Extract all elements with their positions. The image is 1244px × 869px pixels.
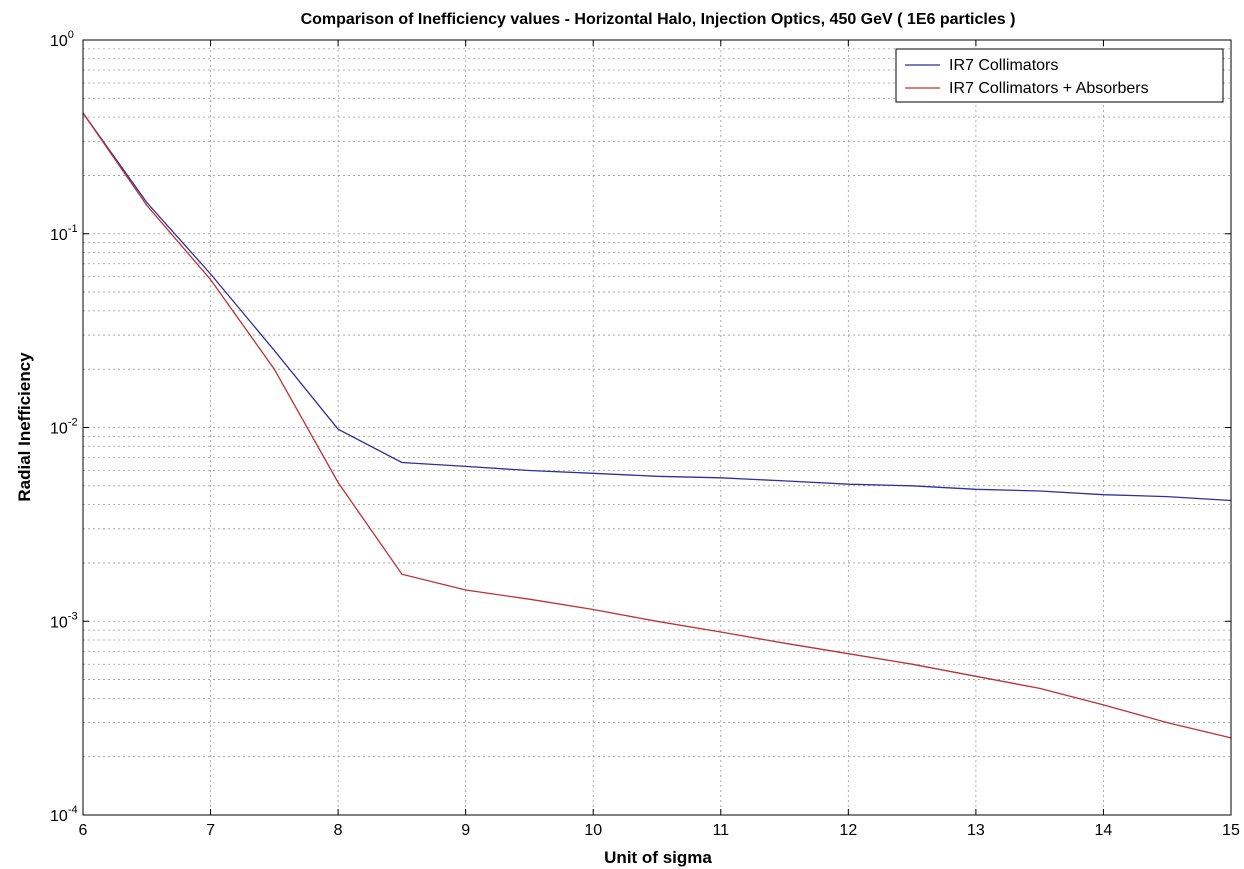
series-line-1	[82, 112, 1232, 502]
chart-title: Comparison of Inefficiency values - Hori…	[301, 11, 1016, 28]
x-tick-label: 15	[1222, 822, 1240, 839]
legend-box	[895, 48, 1224, 103]
x-tick-label: 13	[967, 822, 985, 839]
legend-label-1: IR7 Collimators	[949, 57, 1058, 74]
series-line-2	[82, 112, 1232, 739]
legend: IR7 Collimators IR7 Collimators + Absorbe…	[895, 48, 1224, 103]
y-axis-label: Radial Inefficiency	[15, 352, 34, 502]
x-tick-label: 9	[461, 822, 470, 839]
y-tick-label: 100	[50, 29, 74, 50]
x-tick-label: 14	[1095, 822, 1113, 839]
axis-ticks: 6 7 8 9 10 11 12 13 14 15 10-4 10-3 10-2 10-1 100	[50, 29, 1240, 839]
legend-label-2: IR7 Collimators + Absorbers	[949, 80, 1149, 97]
x-tick-label: 6	[79, 822, 88, 839]
x-axis-label: Unit of sigma	[604, 848, 712, 867]
y-tick-label: 10-2	[50, 417, 78, 438]
x-tick-label: 10	[584, 822, 602, 839]
x-tick-label: 12	[839, 822, 857, 839]
y-tick-label: 10-4	[50, 804, 78, 825]
x-tick-label: 7	[206, 822, 215, 839]
y-tick-label: 10-3	[50, 610, 78, 631]
x-tick-label: 11	[712, 822, 729, 839]
y-tick-label: 10-1	[50, 223, 78, 244]
series-lines	[82, 112, 1232, 739]
x-tick-label: 8	[334, 822, 343, 839]
